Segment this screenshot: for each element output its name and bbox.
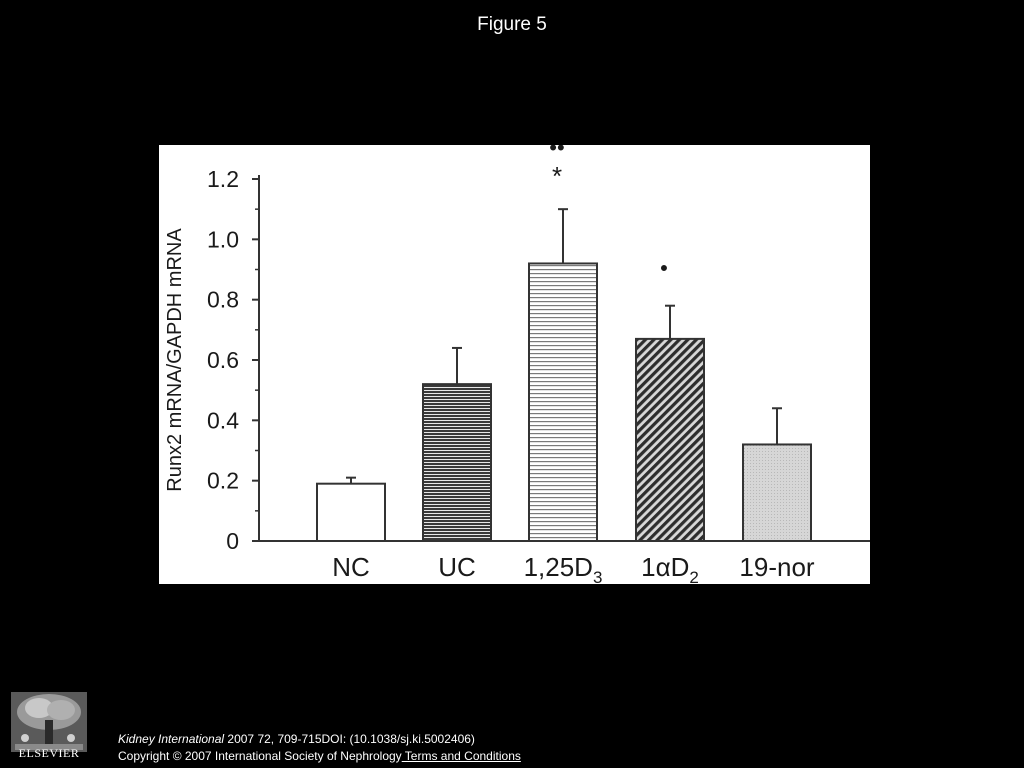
significance-marker: ••: [549, 145, 564, 160]
x-tick-label-subscript: 3: [593, 568, 602, 584]
y-tick-label: 0.6: [207, 347, 239, 373]
bar-chart: 0 0.2 0.4 0.6 0.8 1.0 1.2 Runx2 mRNA/GAPDH mRNA…: [164, 145, 870, 584]
journal-name: Kidney International: [118, 732, 225, 746]
y-tick-label: 1.2: [207, 166, 239, 192]
y-tick-label: 0: [226, 528, 239, 554]
x-tick-label: 19-nor: [739, 552, 814, 582]
x-tick-label-subscript: 2: [689, 568, 698, 584]
y-tick-label: 0.8: [207, 287, 239, 313]
citation-block: Kidney International 2007 72, 709-715DOI…: [118, 731, 521, 765]
chart-panel: 0 0.2 0.4 0.6 0.8 1.0 1.2 Runx2 mRNA/GAPDH mRNA…: [159, 145, 870, 584]
significance-marker: *: [552, 161, 562, 191]
y-tick-label: 0.4: [207, 407, 239, 433]
x-tick-label: NC: [332, 552, 370, 582]
elsevier-tree-icon: [11, 692, 87, 752]
y-axis-label: Runx2 mRNA/GAPDH mRNA: [164, 228, 186, 492]
bar: [635, 337, 705, 542]
x-tick-label: 1αD2: [641, 552, 699, 584]
copyright-text: Copyright © 2007 International Society o…: [118, 749, 402, 763]
bar: [742, 443, 812, 543]
x-tick-label: 1,25D3: [524, 552, 603, 584]
y-tick-label: 1.0: [207, 226, 239, 252]
elsevier-logo-text: ELSEVIER: [18, 746, 80, 760]
citation-details: 2007 72, 709-715DOI: (10.1038/sj.ki.5002…: [224, 732, 475, 746]
bar: [422, 383, 492, 542]
bar: [528, 262, 598, 542]
copyright-line: Copyright © 2007 International Society o…: [118, 748, 521, 765]
citation-line: Kidney International 2007 72, 709-715DOI…: [118, 731, 521, 748]
terms-and-conditions-link[interactable]: Terms and Conditions: [401, 749, 521, 763]
x-tick-label: UC: [438, 552, 476, 582]
slide-title: Figure 5: [477, 14, 547, 35]
bar: [316, 482, 386, 542]
significance-marker: •: [660, 256, 668, 281]
y-tick-label: 0.2: [207, 468, 239, 494]
